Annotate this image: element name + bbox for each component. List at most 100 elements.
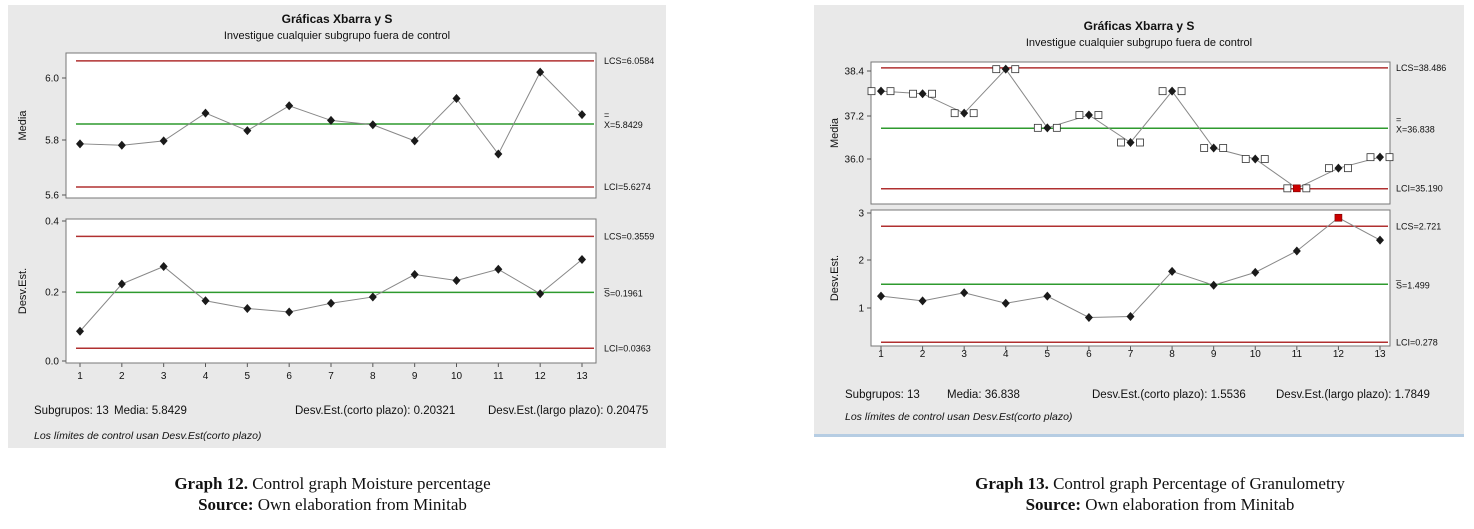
x-tick-label: 9 xyxy=(1211,349,1217,360)
stat-subgroups: Subgrupos: 13 xyxy=(34,405,109,417)
data-point xyxy=(960,108,969,118)
data-point xyxy=(1209,280,1218,290)
s-chart-plot-area xyxy=(65,218,597,364)
data-point xyxy=(1292,246,1301,256)
caption-label: Graph 13. xyxy=(975,474,1049,493)
y-tick-label: 5.6 xyxy=(45,191,59,202)
data-point xyxy=(1251,267,1260,277)
tick-marker-left xyxy=(1241,155,1250,163)
data-point xyxy=(368,120,377,130)
x-tick-label: 13 xyxy=(1374,349,1386,360)
chart-title: Gráficas Xbarra y S xyxy=(1083,19,1195,33)
data-point xyxy=(578,255,586,264)
tick-marker-right xyxy=(1052,123,1061,132)
data-point xyxy=(452,93,461,103)
y-axis-label: Media xyxy=(17,110,29,141)
control-limits-note: Los límites de control usan Desv.Est(cor… xyxy=(34,430,262,442)
x-tick-label: 9 xyxy=(412,371,418,382)
tick-marker-left xyxy=(1366,153,1375,162)
y-tick-label: 36.0 xyxy=(845,155,865,166)
x-tick-label: 5 xyxy=(245,371,251,382)
center-label: X=36.838 xyxy=(1396,124,1435,134)
y-tick-label: 2 xyxy=(858,256,864,267)
y-axis-label: Media xyxy=(829,117,841,148)
x-tick-label: 13 xyxy=(576,371,588,382)
lcl-label: LCI=5.6274 xyxy=(604,182,651,192)
data-point xyxy=(1126,312,1135,322)
data-point xyxy=(918,296,927,306)
data-point xyxy=(1001,298,1010,308)
tick-marker-right xyxy=(886,87,895,96)
data-point xyxy=(410,270,419,280)
stat-mean: Media: 36.838 xyxy=(947,389,1020,401)
ucl-label: LCS=0.3559 xyxy=(604,231,654,241)
ucl-label: LCS=2.721 xyxy=(1396,221,1441,231)
lcl-label: LCI=0.0363 xyxy=(604,343,651,353)
data-point xyxy=(536,67,545,77)
stat-sd-long: Desv.Est.(largo plazo): 1.7849 xyxy=(1276,389,1430,401)
x-tick-label: 8 xyxy=(1169,349,1175,360)
y-tick-label: 37.2 xyxy=(845,112,865,123)
data-point xyxy=(76,326,84,336)
tick-marker-left xyxy=(909,89,917,98)
center-label: X=5.8429 xyxy=(604,120,643,130)
data-point xyxy=(368,292,377,302)
x-tick-label: 11 xyxy=(493,371,504,382)
tick-marker-left xyxy=(867,87,876,96)
data-point xyxy=(1376,235,1384,245)
out-of-control-point xyxy=(1293,184,1301,193)
y-axis-label: Desv.Est. xyxy=(829,255,841,301)
x-tick-label: 6 xyxy=(286,371,292,382)
center-label: S=1.499 xyxy=(1396,280,1430,290)
x-tick-label: 4 xyxy=(1003,349,1009,360)
data-point xyxy=(201,296,210,306)
data-point xyxy=(201,108,210,118)
tick-marker-right xyxy=(1260,155,1269,163)
caption-graph-12: Graph 12. Control graph Moisture percent… xyxy=(60,473,605,515)
mean-chart-plot-area xyxy=(65,52,597,199)
center-label-bar: _ xyxy=(1395,270,1402,280)
caption-source-text: Own elaboration from Minitab xyxy=(1081,495,1295,514)
tick-marker-left xyxy=(1117,138,1125,147)
center-label-bar: _ xyxy=(603,278,610,288)
tick-marker-left xyxy=(950,109,959,118)
data-point xyxy=(1251,154,1260,164)
tick-marker-right xyxy=(969,109,978,118)
x-tick-label: 3 xyxy=(961,349,967,360)
x-tick-label: 11 xyxy=(1292,349,1303,360)
data-point xyxy=(1168,86,1177,96)
caption-label: Graph 12. xyxy=(174,474,249,493)
x-tick-label: 3 xyxy=(161,371,167,382)
stat-mean: Media: 5.8429 xyxy=(114,405,187,417)
center-label: S=0.1961 xyxy=(604,288,643,298)
x-tick-label: 8 xyxy=(370,371,376,382)
data-point xyxy=(159,262,168,271)
x-tick-label: 1 xyxy=(878,349,884,360)
tick-marker-right xyxy=(1011,65,1020,74)
tick-marker-left xyxy=(1075,111,1084,119)
caption-source-label: Source: xyxy=(198,495,254,514)
out-of-control-point xyxy=(1334,213,1343,222)
tick-marker-right xyxy=(1302,184,1311,193)
s-chart-plot-area xyxy=(870,209,1391,347)
data-point xyxy=(1043,291,1052,301)
tick-marker-left xyxy=(1283,184,1292,193)
tick-marker-right xyxy=(1344,164,1352,173)
data-point xyxy=(410,136,419,146)
data-point xyxy=(327,115,335,125)
control-chart-panel-moisture: Gráficas Xbarra y S Investigue cualquier… xyxy=(8,5,666,448)
stat-sd-long: Desv.Est.(largo plazo): 0.20475 xyxy=(488,405,649,417)
data-point xyxy=(1376,152,1384,162)
y-tick-label: 6.0 xyxy=(45,74,59,85)
stat-sd-short: Desv.Est.(corto plazo): 0.20321 xyxy=(295,405,456,417)
data-point xyxy=(960,288,969,298)
data-point xyxy=(452,276,461,285)
data-point xyxy=(117,279,126,289)
data-point xyxy=(877,291,885,301)
tick-marker-right xyxy=(1385,153,1394,162)
tick-marker-right xyxy=(1136,138,1144,147)
tick-marker-left xyxy=(1200,144,1209,152)
chart-subtitle: Investigue cualquier subgrupo fuera de c… xyxy=(1025,37,1253,49)
y-tick-label: 0.4 xyxy=(45,217,59,228)
caption-text: Control graph Moisture percentage xyxy=(248,474,491,493)
